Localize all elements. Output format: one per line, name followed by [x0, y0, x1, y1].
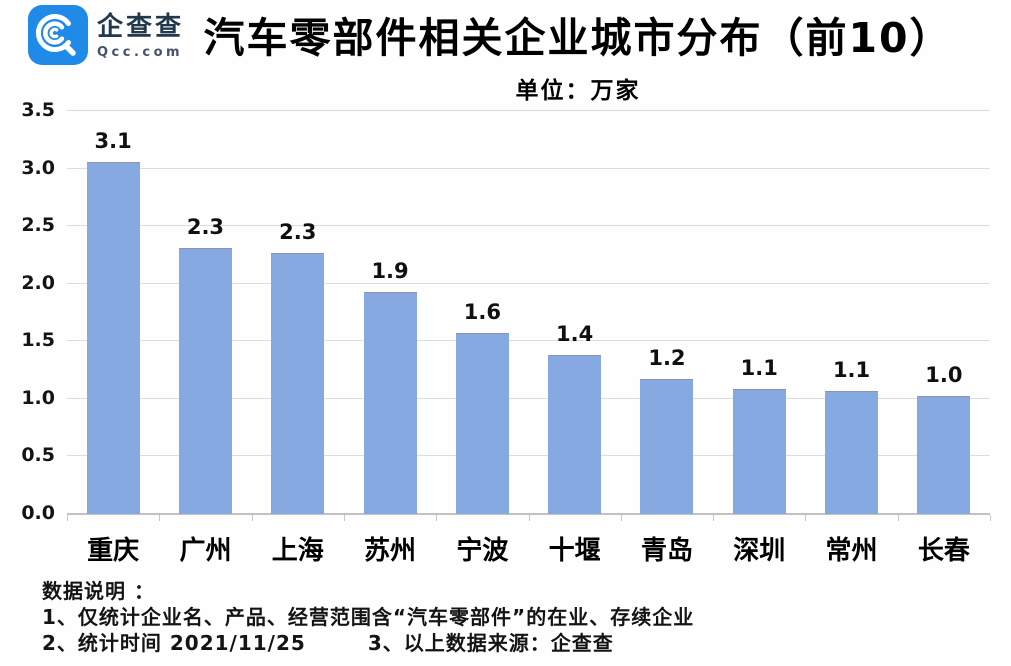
footnote-line2: 2、统计时间 2021/11/25 3、以上数据来源：企查查: [42, 630, 694, 656]
y-tick-label: 0.5: [21, 444, 55, 467]
gridline: [67, 397, 990, 399]
logo-domain: Qcc.com: [97, 44, 184, 60]
y-tick-label: 2.5: [21, 214, 55, 237]
x-axis-tick: [990, 515, 991, 521]
x-axis-tick: [67, 515, 68, 521]
x-tick-label: 重庆: [87, 536, 140, 566]
x-axis-line: [67, 513, 990, 515]
x-axis-tick: [436, 515, 438, 521]
x-axis-tick: [805, 515, 807, 521]
bar: [917, 395, 971, 514]
x-tick-label: 宁波: [456, 536, 509, 566]
x-axis-tick: [159, 515, 161, 521]
footnote-heading: 数据说明 ：: [42, 579, 155, 603]
bar: [178, 248, 232, 514]
footnote-source: 3、以上数据来源：企查查: [367, 631, 614, 655]
y-tick-label: 1.5: [21, 329, 55, 352]
x-axis-tick: [620, 515, 622, 521]
y-tick-label: 0.0: [21, 502, 55, 524]
y-tick-label: 1.0: [21, 386, 55, 409]
bar-value-label: 1.4: [556, 322, 594, 347]
header-titles: 汽车零部件相关企业城市分布（前10） 单位：万家: [145, 14, 1011, 105]
x-axis-tick: [713, 515, 715, 521]
bar-value-label: 3.1: [94, 128, 132, 153]
x-tick-label: 广州: [179, 536, 232, 566]
gridline: [67, 110, 990, 111]
x-axis-tick: [528, 515, 530, 521]
y-tick-label: 3.5: [21, 99, 55, 121]
qcc-logo-icon: [28, 5, 88, 65]
bar-value-label: 1.9: [371, 258, 409, 283]
bar: [548, 355, 602, 514]
bar-value-label: 1.6: [463, 300, 501, 325]
gridline: [67, 225, 990, 227]
gridline: [67, 455, 990, 457]
bar: [732, 388, 786, 514]
y-tick-label: 2.0: [21, 271, 55, 294]
qcc-logo-text: 企查查 Qcc.com: [97, 5, 184, 60]
bar-value-label: 1.1: [832, 357, 871, 382]
bar: [825, 390, 879, 514]
gridline: [67, 282, 990, 284]
bar: [363, 291, 417, 514]
x-tick-label: 上海: [271, 536, 324, 566]
logo-name: 企查查: [97, 12, 185, 42]
footnote-stat-date: 2、统计时间 2021/11/25: [42, 631, 306, 655]
x-tick-label: 深圳: [733, 536, 786, 566]
bar: [640, 379, 694, 514]
x-tick-label: 十堰: [548, 536, 601, 566]
gridline: [67, 340, 990, 342]
footnotes: 数据说明 ： 1、仅统计企业名、产品、经营范围含“汽车零部件”的在业、存续企业 …: [42, 578, 694, 656]
x-tick-label: 苏州: [364, 536, 417, 566]
x-tick-label: 常州: [825, 536, 878, 566]
chart-title: 汽车零部件相关企业城市分布（前10）: [203, 14, 953, 62]
x-tick-label: 青岛: [640, 536, 693, 566]
bar-value-label: 1.0: [925, 362, 963, 387]
x-tick-label: 长春: [917, 536, 970, 566]
bar: [271, 252, 325, 514]
bar-value-label: 1.1: [740, 355, 778, 380]
x-axis-tick: [251, 515, 253, 521]
chart-unit-label: 单位：万家: [515, 78, 641, 105]
gridline: [67, 167, 990, 169]
y-tick-label: 3.0: [21, 156, 55, 179]
bar-value-label: 2.3: [186, 215, 225, 240]
qcc-logo: 企查查 Qcc.com: [28, 5, 184, 65]
x-axis-tick: [897, 515, 899, 521]
bar-value-label: 1.2: [648, 346, 686, 371]
bar: [86, 161, 140, 514]
x-axis-tick: [343, 515, 345, 521]
footnote-line1: 1、仅统计企业名、产品、经营范围含“汽车零部件”的在业、存续企业: [42, 605, 695, 629]
bar-value-label: 2.3: [279, 219, 317, 244]
bar: [455, 333, 509, 514]
